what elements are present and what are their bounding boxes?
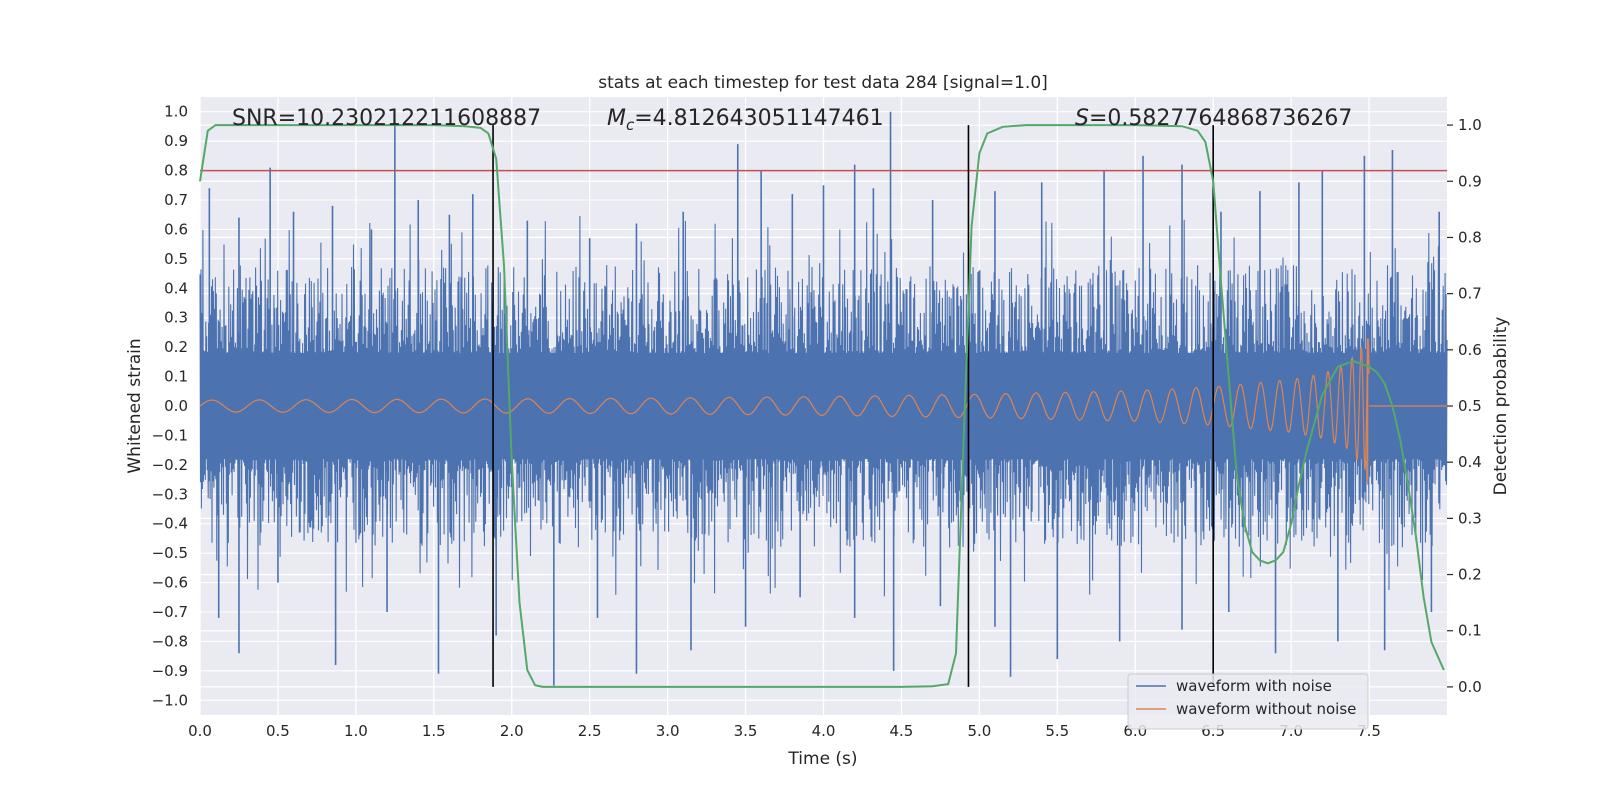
s-annotation: S=0.5827764868736267 [1075, 106, 1352, 131]
legend-label-noise: waveform with noise [1176, 677, 1332, 695]
x-tick-label: 0.0 [188, 722, 212, 740]
y-tick-label: −0.9 [152, 662, 188, 680]
y-tick-label: 0.3 [164, 309, 188, 327]
y2-tick-label: 0.7 [1458, 285, 1482, 303]
x-tick-label: 2.5 [578, 722, 602, 740]
chirp-mass-annotation: Mc=4.812643051147461 [607, 106, 884, 134]
legend-frame [1127, 673, 1369, 730]
y-tick-label: 1.0 [164, 103, 188, 121]
y2-tick-label: 0.3 [1458, 509, 1482, 527]
y2-tick-label: 0.6 [1458, 341, 1482, 359]
y-tick-label: 0.7 [164, 191, 188, 209]
mc-subscript: c [626, 116, 635, 134]
x-tick-label: 1.0 [344, 722, 368, 740]
mc-value: =4.812643051147461 [634, 106, 883, 131]
y-tick-label: 0.1 [164, 368, 188, 386]
y2-axis-label: Detection probability [1491, 317, 1511, 496]
x-tick-label: 3.5 [734, 722, 758, 740]
y-tick-label: −0.1 [152, 426, 188, 444]
y2-tick-label: 0.9 [1458, 172, 1482, 190]
x-tick-label: 0.5 [266, 722, 290, 740]
series-waveform-without-noise [199, 338, 1447, 483]
x-tick-label: 4.0 [812, 722, 836, 740]
y-tick-label: 0.5 [164, 250, 188, 268]
chart-title: stats at each timestep for test data 284… [598, 73, 1048, 93]
x-tick-label: 1.5 [422, 722, 446, 740]
y-tick-label: −0.7 [152, 603, 188, 621]
x-tick-label: 4.5 [890, 722, 914, 740]
y-tick-label: −0.6 [152, 574, 188, 592]
y-tick-label: 0.8 [164, 162, 188, 180]
y-tick-label: −0.5 [152, 544, 188, 562]
y-tick-label: 0.9 [164, 132, 188, 150]
y-tick-label: 0.0 [164, 397, 188, 415]
series-waveform-with-noise [199, 111, 1448, 686]
clean-trace [199, 338, 1370, 471]
x-tick-label: 3.0 [656, 722, 680, 740]
y-tick-label: 0.2 [164, 338, 188, 356]
reference-lines [200, 125, 1447, 687]
y2-tick-label: 0.5 [1458, 397, 1482, 415]
legend-label-clean: waveform without noise [1176, 700, 1356, 718]
y-axis-label: Whitened strain [125, 338, 145, 473]
x-tick-label: 5.5 [1045, 722, 1069, 740]
y2-tick-label: 0.4 [1458, 453, 1482, 471]
probability-trace [199, 124, 1445, 688]
y2-tick-label: 0.0 [1458, 678, 1482, 696]
s-symbol: S [1075, 106, 1089, 131]
y2-tick-label: 0.1 [1458, 622, 1482, 640]
x-tick-label: 2.0 [500, 722, 524, 740]
y-tick-label: 0.6 [164, 220, 188, 238]
legend: waveform with noise waveform without noi… [1127, 673, 1369, 730]
y2-tick-label: 0.8 [1458, 228, 1482, 246]
mc-symbol: M [607, 106, 626, 131]
x-axis-label: Time (s) [787, 749, 857, 769]
y2-tick-label: 0.2 [1458, 566, 1482, 584]
y2-tick-label: 1.0 [1458, 116, 1482, 134]
y-tick-label: −0.4 [152, 515, 188, 533]
y-tick-label: −0.3 [152, 485, 188, 503]
s-value: =0.5827764868736267 [1089, 106, 1352, 131]
y-tick-label: −1.0 [152, 691, 188, 709]
x-tick-label: 5.0 [967, 722, 991, 740]
y-tick-label: −0.2 [152, 456, 188, 474]
y-tick-label: −0.8 [152, 632, 188, 650]
y-tick-label: 0.4 [164, 279, 188, 297]
snr-annotation: SNR=10.230212211608887 [232, 106, 541, 131]
series-detection-probability [199, 124, 1445, 688]
